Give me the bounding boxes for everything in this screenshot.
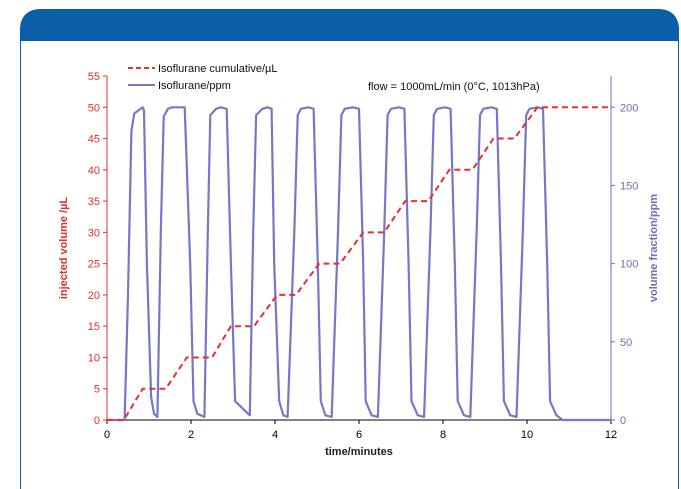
x-tick-label: 6 xyxy=(356,429,362,441)
y-left-tick-label: 30 xyxy=(88,227,100,239)
x-tick-label: 8 xyxy=(440,429,446,441)
chart-panel: 0 2 4 6 8 10 12 0 5 10 15 20 25 30 35 40 45 50 55 0 50 100 150… xyxy=(20,9,679,489)
y-left-tick-label: 15 xyxy=(88,321,100,333)
y-right-tick-label: 50 xyxy=(620,337,632,349)
x-tick-label: 12 xyxy=(605,429,617,441)
x-tick-label: 10 xyxy=(521,429,533,441)
y-right-tick-label: 0 xyxy=(620,415,626,427)
y-left-tick-label: 50 xyxy=(88,102,100,114)
flow-annotation: flow = 1000mL/min (0°C, 1013hPa) xyxy=(368,81,540,93)
x-axis-label: time/minutes xyxy=(325,446,393,458)
y-left-tick-label: 55 xyxy=(88,71,100,83)
y-left-tick-label: 20 xyxy=(88,290,100,302)
y-axis-right-label: volume fraction/ppm xyxy=(648,194,660,302)
y-left-tick-label: 35 xyxy=(88,196,100,208)
legend-label-0: Isoflurane cumulative/µL xyxy=(158,63,277,75)
chart-svg: 0 2 4 6 8 10 120510152025303540455055050100150… xyxy=(20,9,679,489)
legend-label-1: Isoflurane/ppm xyxy=(158,80,231,92)
y-left-tick-label: 5 xyxy=(94,384,100,396)
y-left-tick-label: 40 xyxy=(88,165,100,177)
y-left-tick-label: 0 xyxy=(94,415,100,427)
panel-header-band xyxy=(20,9,679,41)
y-axis-left-label: injected volume /µL xyxy=(58,197,70,300)
x-tick-label: 0 xyxy=(104,429,110,441)
y-right-tick-label: 100 xyxy=(620,259,638,271)
cumulative-line xyxy=(107,106,611,421)
y-left-tick-label: 25 xyxy=(88,259,100,271)
y-right-tick-label: 200 xyxy=(620,102,638,114)
ppm-line xyxy=(107,106,611,422)
x-tick-label: 2 xyxy=(188,429,194,441)
y-left-tick-label: 10 xyxy=(88,352,100,364)
y-right-tick-label: 150 xyxy=(620,180,638,192)
y-left-tick-label: 45 xyxy=(88,134,100,146)
x-tick-label: 4 xyxy=(272,429,278,441)
